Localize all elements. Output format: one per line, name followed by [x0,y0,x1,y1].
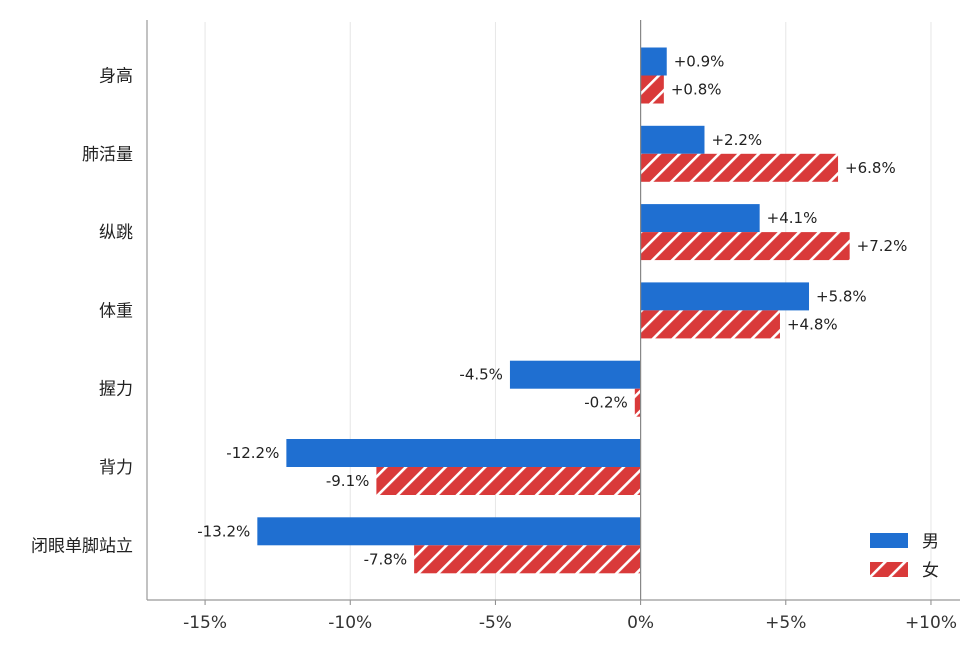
x-tick-label: -5% [479,613,512,633]
data-label: +0.8% [671,81,722,99]
bar-female [634,388,641,417]
category-label: 闭眼单脚站立 [31,536,133,556]
axes [146,20,960,605]
data-label: -0.2% [584,394,628,412]
data-label: +7.2% [857,237,908,255]
bar-female [640,310,780,339]
category-label: 纵跳 [99,223,133,243]
legend: 男女 [870,532,939,581]
data-label: +4.8% [787,315,838,333]
data-label: +6.8% [845,159,896,177]
bar-male [640,47,667,76]
data-label: +2.2% [711,131,762,149]
data-label: -9.1% [326,472,370,490]
data-label: +4.1% [767,209,818,227]
legend-label: 女 [922,561,939,581]
bar-male [257,517,641,546]
legend-label: 男 [922,532,939,552]
bar-male [640,282,810,311]
category-label: 身高 [99,67,133,87]
bar-female [640,153,839,182]
labels: -15% -10% -5% 0% +5% +10% +0.9% +0.8% 身高 +2.2% +6.… [31,53,957,634]
x-tick-label: -15% [183,613,227,633]
bar-male [509,360,641,389]
bar-female [414,545,641,574]
bar-female [640,75,664,104]
bar-female [640,232,850,261]
bar-male [640,125,705,154]
data-label: -4.5% [459,366,503,384]
data-label: -13.2% [197,522,250,540]
legend-swatch-male [870,533,908,548]
bar-male [286,439,641,467]
category-label: 背力 [99,458,133,478]
data-label: -12.2% [226,444,279,462]
category-label: 握力 [99,380,133,400]
data-label: -7.8% [364,550,408,568]
bar-male [640,204,760,233]
data-label: +0.9% [674,53,725,71]
x-tick-label: -10% [328,613,372,633]
category-label: 肺活量 [82,145,133,165]
bar-female [376,467,641,495]
x-tick-label: 0% [627,613,654,633]
data-label: +5.8% [816,287,867,305]
category-label: 体重 [99,301,133,321]
legend-swatch-female [870,562,908,577]
x-tick-label: +5% [765,613,806,633]
grid-lines [204,22,932,600]
x-tick-label: +10% [905,613,957,633]
bars [257,47,850,574]
